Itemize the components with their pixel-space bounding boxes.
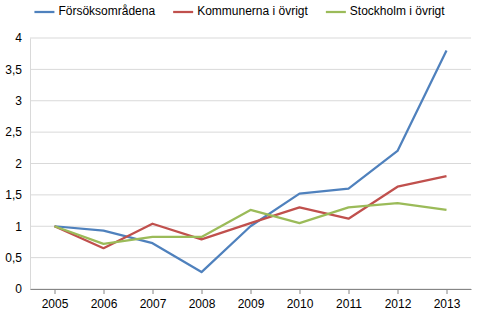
y-tick: 3 <box>15 94 30 108</box>
chart: 0 0,5 1 1,5 2 2,5 3 3,5 4 2005 2006 2007 2008 2009 201… <box>0 0 479 321</box>
grid-line <box>30 132 471 133</box>
x-tick-label: 2005 <box>42 297 69 311</box>
series-line <box>55 176 447 248</box>
legend-item: Kommunerna i övrigt <box>173 4 308 18</box>
x-tick-label: 2011 <box>336 297 362 311</box>
grid <box>30 38 471 289</box>
y-tick-label: 2 <box>15 157 22 171</box>
legend-swatch <box>326 11 346 13</box>
x-tick-label: 2006 <box>91 297 118 311</box>
x-tick-mark <box>398 289 399 294</box>
legend-item: Försöksområdena <box>34 4 155 18</box>
series-line <box>55 51 447 273</box>
y-tick: 1 <box>15 220 30 234</box>
grid-line <box>30 100 471 101</box>
legend-item: Stockholm i övrigt <box>326 4 445 18</box>
x-tick-mark <box>55 289 56 294</box>
legend-swatch <box>34 11 54 13</box>
legend-swatch <box>173 11 193 13</box>
x-tick-label: 2007 <box>140 297 167 311</box>
y-tick-label: 0 <box>15 282 22 296</box>
y-tick-label: 1,5 <box>5 188 22 202</box>
x-tick: 2010 <box>287 289 314 311</box>
x-tick-label: 2010 <box>287 297 314 311</box>
y-tick-label: 1 <box>15 220 22 234</box>
y-tick: 0 <box>15 282 30 296</box>
grid-line <box>30 163 471 164</box>
grid-line <box>30 69 471 70</box>
y-tick: 3,5 <box>5 63 30 77</box>
plot-area: 0 0,5 1 1,5 2 2,5 3 3,5 4 2005 2006 2007 2008 2009 201… <box>5 31 471 310</box>
x-tick: 2007 <box>140 289 167 311</box>
x-tick: 2009 <box>238 289 265 311</box>
x-tick-mark <box>251 289 252 294</box>
y-tick-label: 4 <box>15 31 22 45</box>
x-tick-mark <box>349 289 350 294</box>
legend-label: Stockholm i övrigt <box>350 4 445 18</box>
x-tick: 2013 <box>434 289 461 311</box>
legend-label: Kommunerna i övrigt <box>197 4 308 18</box>
x-axis: 2005 2006 2007 2008 2009 2010 2011 2012 2013 <box>31 289 472 311</box>
grid-line <box>30 38 471 39</box>
series-line <box>55 203 447 244</box>
grid-line <box>30 194 471 195</box>
x-tick: 2012 <box>385 289 412 311</box>
y-tick: 2,5 <box>5 125 30 139</box>
y-axis: 0 0,5 1 1,5 2 2,5 3 3,5 4 <box>5 31 30 296</box>
x-tick: 2006 <box>91 289 118 311</box>
legend: Försöksområdena Kommunerna i övrigt Stockh… <box>34 4 445 18</box>
x-tick-label: 2008 <box>189 297 216 311</box>
y-tick-label: 3 <box>15 94 22 108</box>
x-tick: 2011 <box>336 289 362 311</box>
x-tick-label: 2009 <box>238 297 265 311</box>
x-tick-mark <box>447 289 448 294</box>
x-tick: 2008 <box>189 289 216 311</box>
x-tick-label: 2012 <box>385 297 412 311</box>
y-tick: 1,5 <box>5 188 30 202</box>
y-tick: 0,5 <box>5 251 30 265</box>
y-axis-line <box>30 39 31 290</box>
x-tick-mark <box>104 289 105 294</box>
x-tick-mark <box>300 289 301 294</box>
y-tick: 4 <box>15 31 30 45</box>
y-tick: 2 <box>15 157 30 171</box>
y-tick-label: 2,5 <box>5 125 22 139</box>
x-tick-label: 2013 <box>434 297 461 311</box>
x-tick-mark <box>202 289 203 294</box>
lines <box>55 51 447 273</box>
x-tick-mark <box>153 289 154 294</box>
x-tick: 2005 <box>42 289 69 311</box>
y-tick-label: 0,5 <box>5 251 22 265</box>
legend-label: Försöksområdena <box>58 4 155 18</box>
y-tick-label: 3,5 <box>5 63 22 77</box>
grid-line <box>30 257 471 258</box>
